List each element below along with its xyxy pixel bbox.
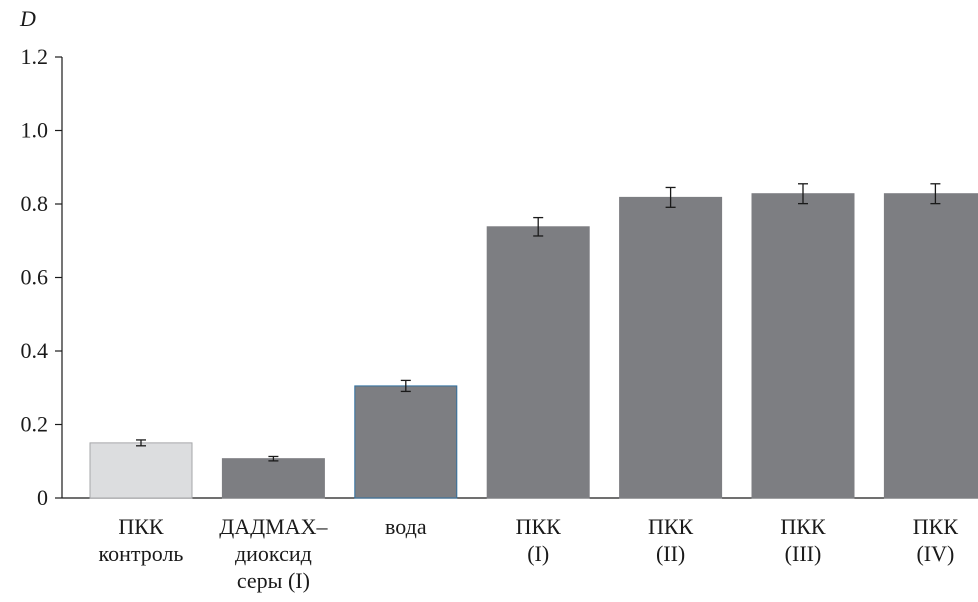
- y-tick-label: 1.2: [21, 44, 49, 69]
- error-bar: [400, 379, 411, 393]
- y-tick-label: 1.0: [21, 118, 49, 143]
- error-bar: [665, 186, 676, 208]
- category-label: ПКК (I): [516, 514, 562, 566]
- error-bar: [136, 439, 146, 447]
- category-label: ПКК (III): [780, 514, 826, 566]
- y-axis-label: D: [19, 6, 36, 31]
- bar: [486, 226, 590, 499]
- category-label: ПКК (II): [648, 514, 694, 566]
- y-tick-label: 0: [37, 485, 48, 510]
- bar: [751, 193, 855, 499]
- bar: [89, 442, 193, 499]
- y-tick-label: 0.4: [21, 338, 49, 363]
- error-bar: [798, 183, 808, 205]
- bars: [89, 193, 978, 499]
- bar: [221, 458, 325, 499]
- bar: [354, 385, 458, 499]
- error-bars: [136, 183, 941, 462]
- bar: [619, 196, 723, 499]
- error-bar: [930, 183, 941, 205]
- category-label: вода: [385, 514, 427, 539]
- category-label: ДАДМАХ– диоксид серы (I): [219, 514, 328, 593]
- category-labels: ПКК контроль ДАДМАХ– диоксид серы (I) вода ПКК…: [99, 514, 959, 593]
- bar: [883, 193, 978, 499]
- y-tick-label: 0.2: [21, 412, 49, 437]
- y-tick-label: 0.8: [21, 191, 49, 216]
- error-bar: [268, 455, 279, 462]
- category-label: ПКК (IV): [913, 514, 959, 566]
- category-label: ПКК контроль: [99, 514, 184, 566]
- y-tick-label: 0.6: [21, 265, 49, 290]
- axes: 0 0.2 0.4 0.6 0.8 1.0 1.2: [21, 44, 978, 510]
- error-bar: [533, 216, 544, 237]
